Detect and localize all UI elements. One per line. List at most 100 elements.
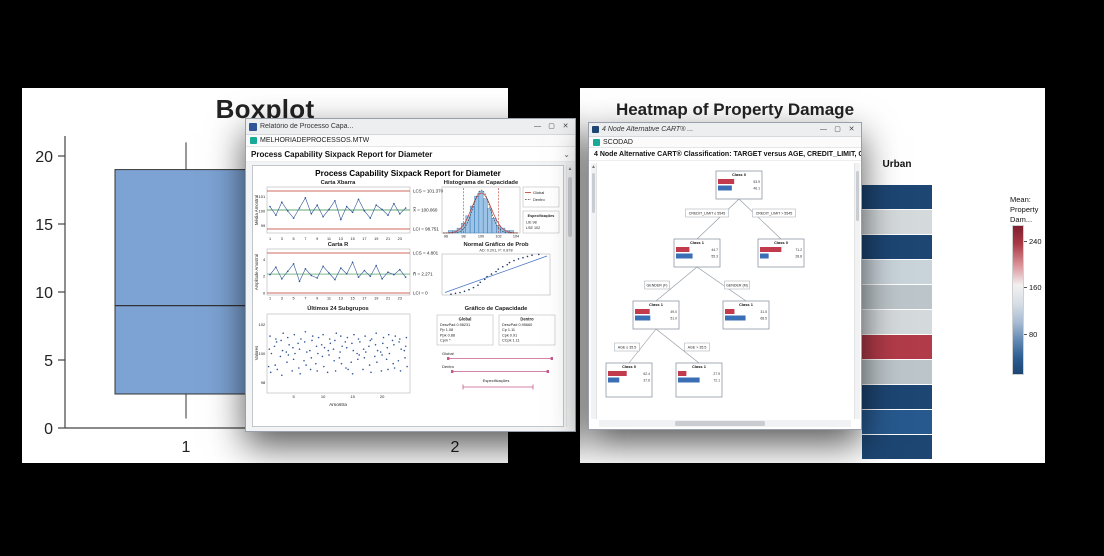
tree-node: Class 0 71.2 28.8: [757, 238, 805, 268]
collapse-chevron-icon[interactable]: ⌄: [563, 149, 570, 159]
svg-text:15: 15: [350, 394, 355, 399]
cart-worksheet-tab[interactable]: SCODAD: [589, 137, 861, 148]
tree-node: Class 1 31.5 68.5: [722, 300, 770, 330]
tree-node: Class 1 49.0 51.0: [632, 300, 680, 330]
svg-text:31.5: 31.5: [760, 310, 767, 314]
legend-title-line2: Property Dam...: [1010, 205, 1039, 225]
svg-text:Carta Xbarra: Carta Xbarra: [321, 180, 357, 186]
scrollbar-thumb[interactable]: [568, 177, 572, 237]
svg-text:21: 21: [386, 297, 390, 301]
svg-text:Valores: Valores: [254, 345, 259, 360]
heatmap-cell: [862, 285, 932, 309]
svg-text:10: 10: [35, 285, 53, 302]
close-button[interactable]: ✕: [848, 126, 855, 133]
svg-text:9: 9: [316, 297, 318, 301]
sixpack-heading-text: Process Capability Sixpack Report for Di…: [251, 149, 433, 159]
heatmap-chart-title: Heatmap of Property Damage: [615, 100, 855, 119]
maximize-button[interactable]: ▢: [548, 123, 555, 130]
svg-text:100: 100: [259, 351, 266, 356]
worksheet-icon: [250, 137, 257, 144]
svg-text:Global: Global: [459, 317, 472, 322]
svg-text:Últimos 24 Subgrupos: Últimos 24 Subgrupos: [307, 305, 369, 312]
tree-node: Class 0 62.4 37.6: [605, 362, 653, 398]
svg-text:100: 100: [478, 235, 484, 239]
legend-tick-label: 80: [1023, 330, 1038, 339]
cart-heading-text: 4 Node Alternative CART® Classification:…: [594, 150, 861, 158]
svg-text:15: 15: [350, 237, 354, 241]
svg-text:53.9: 53.9: [753, 180, 760, 184]
svg-text:13: 13: [339, 237, 343, 241]
svg-text:Class 1: Class 1: [690, 240, 705, 245]
cart-tree-diagram: CREDIT_LIMIT ≤ 5545 CREDIT_LIMIT > 5545 GE…: [605, 170, 805, 398]
legend-title-line1: Mean:: [1010, 195, 1031, 204]
svg-text:15: 15: [350, 297, 354, 301]
sixpack-chart: Process Capability Sixpack Report for Di…: [252, 165, 564, 427]
tree-horizontal-scrollbar[interactable]: [599, 420, 851, 427]
svg-text:5: 5: [293, 237, 295, 241]
svg-text:62.4: 62.4: [643, 372, 650, 376]
svg-text:Dentro: Dentro: [533, 197, 545, 202]
svg-text:Class 0: Class 0: [622, 364, 637, 369]
svg-text:20: 20: [35, 149, 53, 166]
svg-text:5: 5: [293, 297, 295, 301]
svg-text:98: 98: [461, 235, 465, 239]
svg-text:Ppk 0.88: Ppk 0.88: [440, 333, 455, 337]
svg-text:11: 11: [327, 237, 331, 241]
svg-text:1: 1: [269, 297, 271, 301]
sixpack-worksheet-tab[interactable]: MELHORIADEPROCESSOS.MTW: [246, 135, 575, 147]
scrollbar-thumb[interactable]: [592, 173, 595, 213]
svg-text:Class 1: Class 1: [692, 364, 707, 369]
svg-text:Normal Gráfico de Prob: Normal Gráfico de Prob: [463, 242, 529, 248]
sixpack-vertical-scrollbar[interactable]: ▲: [566, 165, 573, 427]
svg-text:23: 23: [398, 237, 402, 241]
sixpack-titlebar[interactable]: Relatório de Processo Capa... — ▢ ✕: [246, 119, 575, 135]
worksheet-name: SCODAD: [603, 138, 633, 146]
svg-text:LCI = 98.751: LCI = 98.751: [413, 226, 439, 231]
cart-window: 4 Node Alternative CART® ... — ▢ ✕ SCODA…: [588, 122, 862, 430]
svg-text:13: 13: [339, 297, 343, 301]
svg-text:101: 101: [259, 194, 266, 199]
svg-text:AGE > 35.5: AGE > 35.5: [688, 346, 707, 350]
heatmap-cell: [862, 310, 932, 334]
sixpack-heading: Process Capability Sixpack Report for Di…: [246, 147, 575, 162]
close-button[interactable]: ✕: [562, 123, 569, 130]
scroll-up-icon[interactable]: ▲: [567, 166, 573, 172]
cart-titlebar[interactable]: 4 Node Alternative CART® ... — ▢ ✕: [589, 123, 861, 137]
svg-text:72.1: 72.1: [713, 379, 720, 383]
minimize-button[interactable]: —: [820, 126, 827, 133]
svg-text:3: 3: [281, 297, 283, 301]
svg-text:23: 23: [398, 297, 402, 301]
svg-text:GENDER (F): GENDER (F): [647, 284, 668, 288]
scrollbar-thumb[interactable]: [674, 421, 766, 426]
worksheet-name: MELHORIADEPROCESSOS.MTW: [260, 137, 370, 144]
cart-window-title: 4 Node Alternative CART® ...: [602, 126, 694, 133]
legend-tick-label: 160: [1024, 283, 1042, 292]
svg-text:Global: Global: [442, 351, 454, 356]
scrollbar-thumb[interactable]: [856, 171, 859, 221]
svg-text:R̄ = 2.271: R̄ = 2.271: [413, 271, 433, 277]
svg-text:X̿ = 100.060: X̿ = 100.060: [412, 205, 437, 212]
minimize-button[interactable]: —: [534, 123, 541, 130]
heatmap-cell: [862, 360, 932, 384]
svg-text:27.9: 27.9: [713, 372, 720, 376]
heatmap-cell: [862, 435, 932, 459]
svg-text:10: 10: [321, 394, 326, 399]
svg-text:17: 17: [362, 297, 366, 301]
last24-chart: Últimos 24 Subgrupos 102 100 98 5 10 15 20 Amost…: [254, 305, 411, 408]
svg-text:Amostra: Amostra: [329, 402, 347, 408]
scroll-up-icon[interactable]: ▲: [591, 164, 596, 170]
tree-node: Class 0 53.9 46.1: [715, 170, 763, 200]
svg-text:DesvPad 0.98231: DesvPad 0.98231: [440, 323, 470, 327]
tree-left-scrollbar[interactable]: ▲: [591, 163, 597, 419]
svg-text:Class 1: Class 1: [739, 302, 754, 307]
svg-text:19: 19: [374, 297, 378, 301]
tree-right-scrollbar[interactable]: [854, 163, 860, 419]
maximize-button[interactable]: ▢: [834, 126, 841, 133]
svg-text:CCpk 1.11: CCpk 1.11: [502, 339, 520, 343]
svg-text:Class 1: Class 1: [649, 302, 664, 307]
svg-text:0: 0: [263, 290, 266, 295]
